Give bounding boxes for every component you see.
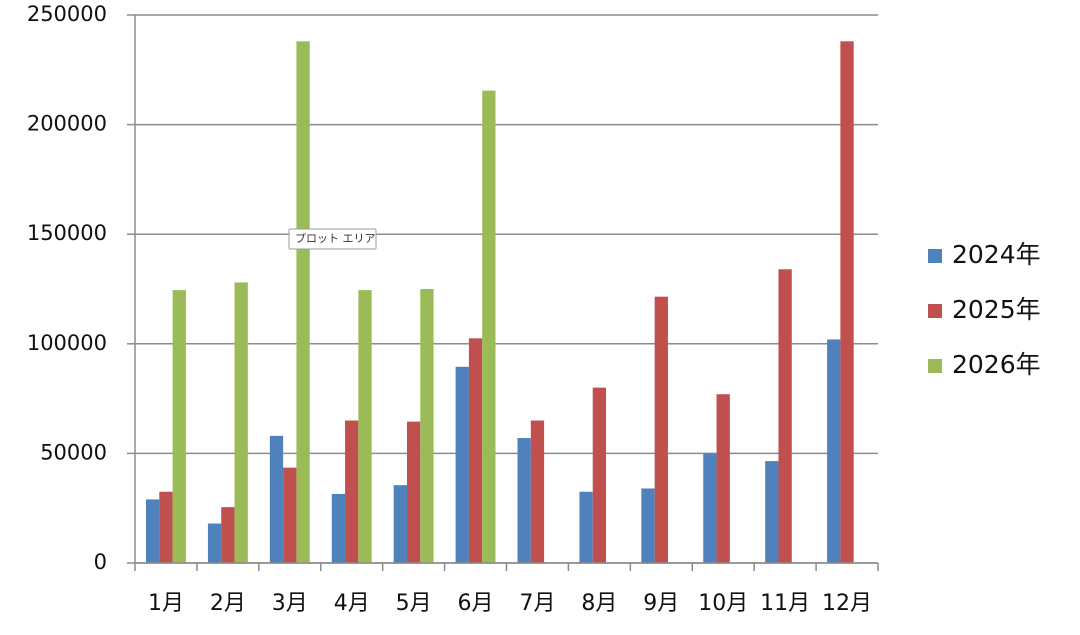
bar xyxy=(159,491,173,563)
legend-swatch xyxy=(928,304,942,318)
y-tick-label: 150000 xyxy=(27,221,107,245)
legend-label: 2025年 xyxy=(952,295,1041,324)
bar xyxy=(455,366,469,563)
bar xyxy=(406,421,421,563)
bar xyxy=(530,420,545,563)
bar xyxy=(234,282,248,563)
bar xyxy=(517,438,531,563)
tooltip: プロット エリア xyxy=(295,232,376,245)
legend-swatch xyxy=(928,359,942,373)
bar xyxy=(482,90,496,564)
bar xyxy=(296,41,310,563)
y-tick-label: 200000 xyxy=(27,112,107,136)
bar xyxy=(207,523,222,563)
bar xyxy=(468,338,483,563)
legend-label: 2024年 xyxy=(952,240,1041,269)
bar xyxy=(283,467,297,563)
bar xyxy=(840,41,854,563)
bar xyxy=(654,296,668,563)
x-tick-label: 11月 xyxy=(760,591,810,616)
y-tick-label: 0 xyxy=(94,550,107,574)
bar xyxy=(221,507,235,563)
bar xyxy=(146,499,160,563)
bar xyxy=(641,488,655,563)
bar xyxy=(420,289,434,563)
bar xyxy=(765,461,779,563)
legend-label: 2026年 xyxy=(952,350,1041,379)
x-tick-label: 5月 xyxy=(396,591,432,616)
legend-swatch xyxy=(928,249,942,263)
bar xyxy=(358,290,372,563)
bar xyxy=(778,269,792,563)
bar xyxy=(269,435,284,563)
bar xyxy=(827,339,841,563)
x-tick-label: 3月 xyxy=(272,591,308,616)
bar xyxy=(592,387,607,563)
x-tick-label: 2月 xyxy=(210,591,246,616)
x-tick-label: 12月 xyxy=(822,591,872,616)
y-tick-label: 250000 xyxy=(27,2,107,26)
x-tick-label: 8月 xyxy=(581,591,617,616)
bar xyxy=(579,491,593,563)
x-tick-label: 6月 xyxy=(458,591,494,616)
bar xyxy=(716,394,730,563)
tooltip-box xyxy=(288,228,377,250)
bar xyxy=(331,493,346,563)
x-tick-label: 10月 xyxy=(698,591,748,616)
bar xyxy=(393,485,407,563)
bar xyxy=(703,453,717,563)
x-tick-label: 4月 xyxy=(334,591,370,616)
bar xyxy=(172,290,186,563)
bar xyxy=(345,420,359,563)
y-tick-label: 50000 xyxy=(40,440,107,464)
y-tick-label: 100000 xyxy=(27,331,107,355)
x-tick-label: 7月 xyxy=(519,591,555,616)
x-tick-label: 9月 xyxy=(643,591,679,616)
x-tick-label: 1月 xyxy=(148,591,184,616)
